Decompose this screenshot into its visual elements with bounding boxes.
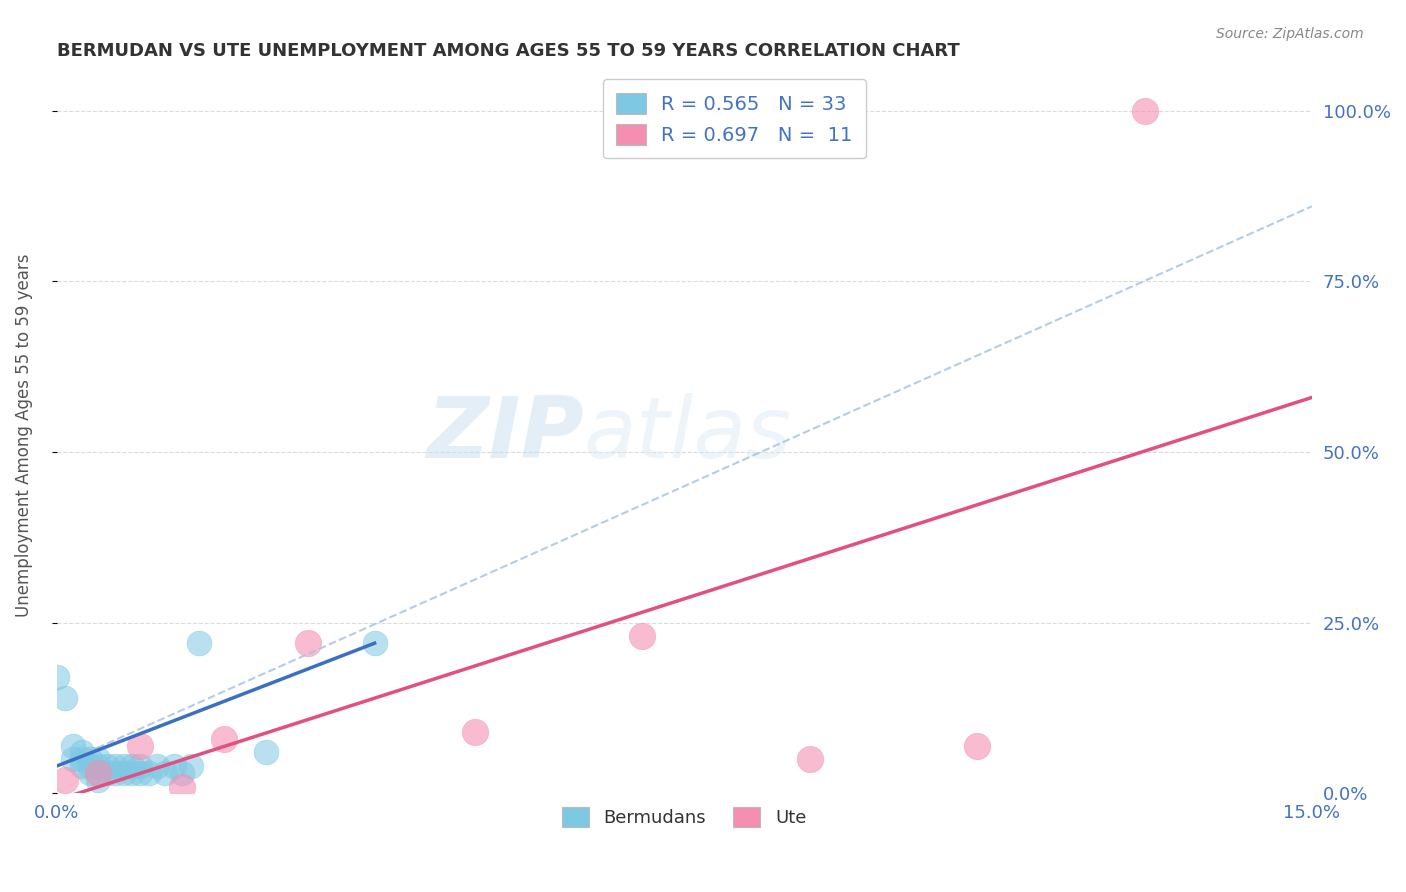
Point xyxy=(138,765,160,780)
Point xyxy=(464,725,486,739)
Y-axis label: Unemployment Among Ages 55 to 59 years: Unemployment Among Ages 55 to 59 years xyxy=(15,253,32,616)
Text: Source: ZipAtlas.com: Source: ZipAtlas.com xyxy=(1216,27,1364,41)
Point xyxy=(104,765,127,780)
Point xyxy=(172,765,194,780)
Point xyxy=(79,752,101,766)
Point xyxy=(129,759,152,773)
Point xyxy=(129,765,152,780)
Point xyxy=(87,752,110,766)
Point xyxy=(254,745,277,759)
Point xyxy=(53,772,76,787)
Point xyxy=(155,765,177,780)
Point xyxy=(146,759,169,773)
Point xyxy=(129,739,152,753)
Point xyxy=(363,636,385,650)
Point xyxy=(212,731,235,746)
Point xyxy=(121,759,143,773)
Point xyxy=(70,759,93,773)
Point xyxy=(187,636,209,650)
Point xyxy=(62,739,84,753)
Point xyxy=(966,739,988,753)
Point xyxy=(70,752,93,766)
Point xyxy=(112,765,135,780)
Text: atlas: atlas xyxy=(583,393,792,476)
Point xyxy=(799,752,821,766)
Point xyxy=(87,765,110,780)
Point xyxy=(96,765,118,780)
Point xyxy=(79,759,101,773)
Point xyxy=(297,636,319,650)
Point xyxy=(70,745,93,759)
Point xyxy=(53,690,76,705)
Point xyxy=(96,759,118,773)
Point xyxy=(62,752,84,766)
Text: BERMUDAN VS UTE UNEMPLOYMENT AMONG AGES 55 TO 59 YEARS CORRELATION CHART: BERMUDAN VS UTE UNEMPLOYMENT AMONG AGES … xyxy=(56,42,959,60)
Point xyxy=(104,759,127,773)
Point xyxy=(87,759,110,773)
Point xyxy=(79,765,101,780)
Point xyxy=(87,765,110,780)
Text: ZIP: ZIP xyxy=(426,393,583,476)
Point xyxy=(1133,103,1156,118)
Point xyxy=(87,772,110,787)
Point xyxy=(179,759,201,773)
Point xyxy=(631,629,654,643)
Point xyxy=(112,759,135,773)
Point xyxy=(163,759,186,773)
Legend: Bermudans, Ute: Bermudans, Ute xyxy=(555,800,814,835)
Point xyxy=(172,780,194,794)
Point xyxy=(121,765,143,780)
Point xyxy=(45,670,67,684)
